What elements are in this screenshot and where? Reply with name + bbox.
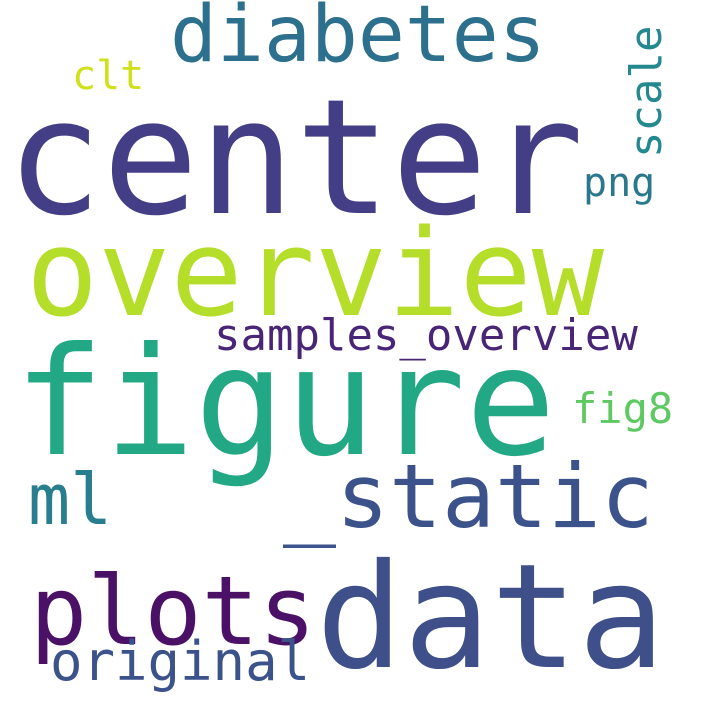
word-png: png [583, 160, 656, 206]
word-ml: ml [28, 459, 113, 541]
word-diabetes: diabetes [170, 0, 546, 80]
word-figure: figure [14, 316, 556, 490]
word-overview: overview [26, 205, 604, 344]
word-clt: clt [72, 53, 145, 99]
word-original: original [50, 630, 311, 693]
word-scale: scale [621, 25, 672, 158]
word-data: data [316, 533, 666, 702]
word-static: _static [283, 445, 654, 548]
word-center: center [6, 64, 584, 251]
word-fig8: fig8 [572, 384, 674, 433]
word-samples-overview: samples_overview [214, 310, 638, 361]
word-plots: plots [30, 557, 316, 667]
